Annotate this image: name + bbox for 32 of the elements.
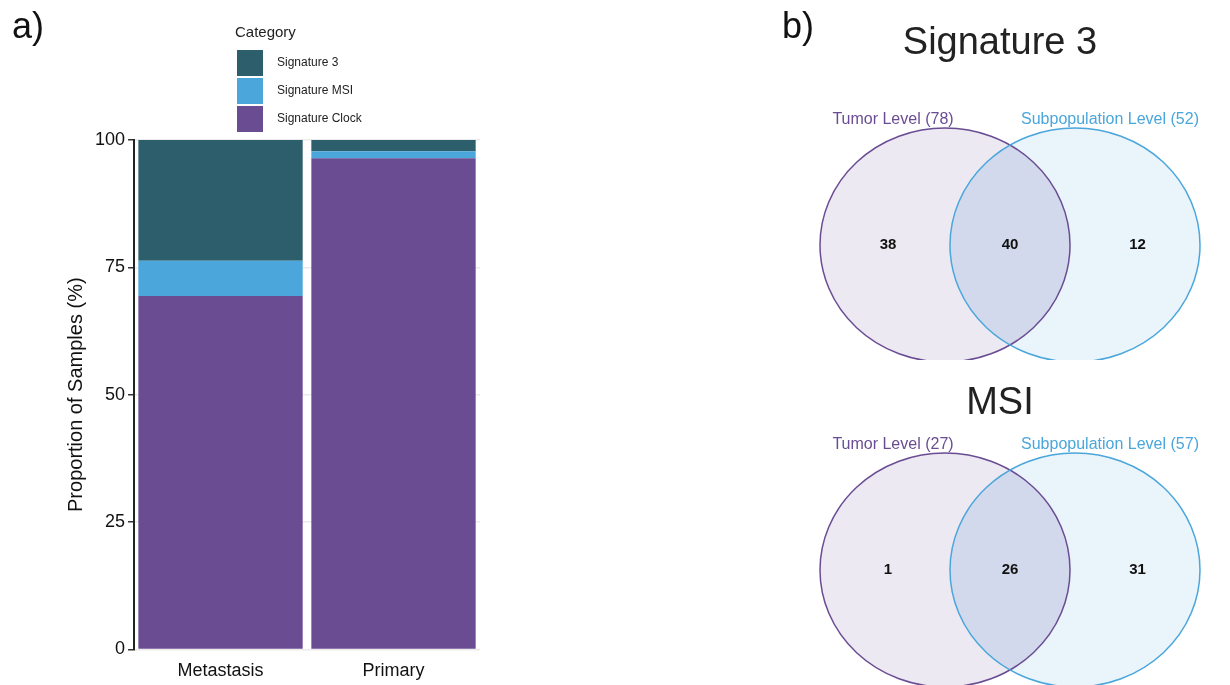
x-tick-label: Metastasis — [177, 660, 264, 681]
legend-title: Category — [235, 22, 297, 40]
bar — [311, 158, 476, 649]
data-label: 1 — [883, 560, 893, 578]
text: Subpopulation Level (57) — [1021, 435, 1199, 453]
bar — [138, 260, 303, 296]
legend-label: Signature 3 — [277, 55, 339, 70]
y-tick-label: 0 — [115, 638, 126, 659]
data-label: 38 — [879, 235, 897, 253]
text: Tumor Level (78) — [832, 110, 954, 128]
legend-label: Signature MSI — [277, 83, 354, 98]
x-tick-label: Primary — [362, 660, 425, 681]
data-label: 12 — [1129, 235, 1146, 253]
text: Tumor Level (27) — [832, 435, 954, 453]
text: Subpopulation Level (52) — [1021, 110, 1199, 128]
y-tick-label: 50 — [105, 383, 126, 404]
data-label: 26 — [1001, 560, 1019, 578]
y-tick-label: 100 — [94, 128, 126, 149]
text: a) — [12, 4, 45, 46]
y-tick-label: 25 — [105, 511, 126, 532]
data-label: 31 — [1129, 560, 1146, 578]
text: Signature 3 — [902, 20, 1098, 63]
bar — [138, 140, 303, 261]
bar — [311, 140, 476, 152]
text: MSI — [966, 380, 1034, 423]
bar — [311, 151, 476, 159]
legend-label: Signature Clock — [277, 111, 363, 126]
y-axis-title: Proportion of Samples (%) — [63, 277, 86, 512]
text: b) — [782, 4, 815, 46]
y-tick-label: 75 — [105, 256, 126, 277]
data-label: 40 — [1001, 235, 1019, 253]
bar — [138, 295, 303, 649]
